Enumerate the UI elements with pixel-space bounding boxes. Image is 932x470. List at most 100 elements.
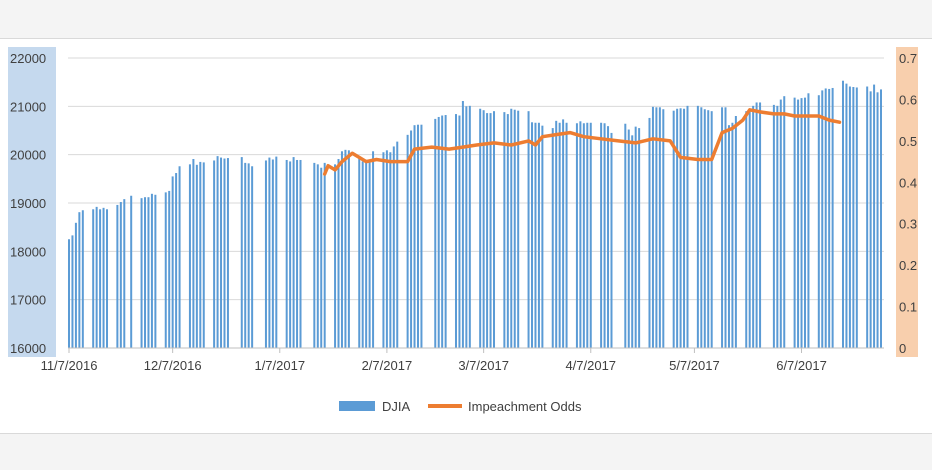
right-tick-label: 0.7 [899,51,917,66]
djia-bar [755,102,758,348]
djia-bar [465,106,468,348]
djia-bar [873,84,876,349]
legend-swatch-djia [339,401,375,411]
djia-bar [81,210,84,348]
djia-bar [410,130,413,348]
djia-bar [493,111,496,349]
left-tick-label: 18000 [10,244,46,259]
djia-bar [534,122,537,349]
djia-bar [95,206,98,348]
djia-bar [68,239,70,348]
djia-bar [845,83,848,348]
djia-bar [347,150,350,348]
right-tick-label: 0 [899,341,906,356]
djia-bar [406,134,409,348]
djia-bar [479,108,482,348]
djia-bar [441,115,444,349]
djia-bar [772,104,775,348]
djia-bar [313,162,316,348]
djia-bar [289,161,292,348]
djia-bar [323,162,326,348]
djia-bar [385,150,388,348]
djia-bar [582,123,585,348]
djia-bar [727,125,730,348]
x-tick-label: 6/7/2017 [776,358,827,373]
djia-bar [686,105,689,348]
djia-bar [648,117,651,348]
impeachment-odds-polyline [322,108,842,176]
djia-bar [527,111,530,349]
djia-bar [852,87,855,348]
x-axis-ticks: 11/7/2016 12/7/2016 1/7/2017 2/7/2017 3/7/20… [41,348,827,373]
djia-bar [164,192,167,348]
djia-bar [579,121,582,348]
djia-bar [74,222,77,348]
djia-bar [130,195,133,348]
djia-bar [869,91,872,348]
djia-bar [223,158,226,348]
djia-bar [365,159,368,348]
djia-bar [247,163,250,348]
right-axis-label-band [896,47,918,357]
djia-bar [800,98,803,348]
djia-bar [607,126,610,349]
djia-bar [855,87,858,348]
djia-bar [759,102,762,348]
djia-bar [537,122,540,349]
djia-bar [337,159,340,348]
djia-bar [817,95,820,348]
djia-bar [486,113,489,348]
right-tick-label: 0.6 [899,92,917,107]
djia-bar [226,158,229,348]
djia-bar [734,116,737,348]
djia-bar [558,122,561,349]
djia-bar [807,93,810,349]
djia-bar [188,164,191,348]
left-axis-label-background [8,47,56,357]
djia-bar [655,107,658,348]
legend: DJIA Impeachment Odds [339,399,582,414]
legend-label-impeachment-odds: Impeachment Odds [468,399,582,414]
djia-bar [271,159,274,348]
djia-bar [783,96,786,348]
djia-bar [651,106,654,348]
left-tick-label: 21000 [10,99,46,114]
x-tick-label: 5/7/2017 [669,358,720,373]
x-tick-label: 12/7/2016 [144,358,202,373]
djia-bar [416,124,419,348]
djia-bar [513,109,516,348]
djia-bar [144,197,147,348]
djia-bar [413,125,416,348]
djia-bar [506,114,509,348]
djia-bar [748,109,751,348]
gridlines [68,57,884,301]
djia-bar [195,164,198,348]
djia-bar [154,194,157,348]
djia-bar [555,120,558,348]
x-tick-label: 1/7/2017 [254,358,305,373]
djia-bar [372,151,375,348]
djia-bar [510,108,513,348]
djia-bar [150,193,153,348]
djia-bar [531,122,534,349]
djia-bar [489,113,492,348]
djia-bar [565,122,568,349]
djia-bar [461,101,464,348]
djia-bar [710,111,713,349]
djia-bar [285,159,288,348]
djia-bar [316,164,319,348]
djia-bar [178,166,181,348]
djia-bar [78,212,81,348]
djia-bar [340,151,343,348]
djia-bar [731,122,734,349]
djia-bar [123,199,126,348]
djia-bar [631,135,634,348]
djia-bar [437,116,440,348]
x-tick-label: 3/7/2017 [458,358,509,373]
djia-bar [344,149,347,348]
djia-bar [458,115,461,349]
left-tick-label: 19000 [10,196,46,211]
djia-bar [696,105,699,348]
legend-label-djia: DJIA [382,399,411,414]
djia-bar [779,99,782,348]
